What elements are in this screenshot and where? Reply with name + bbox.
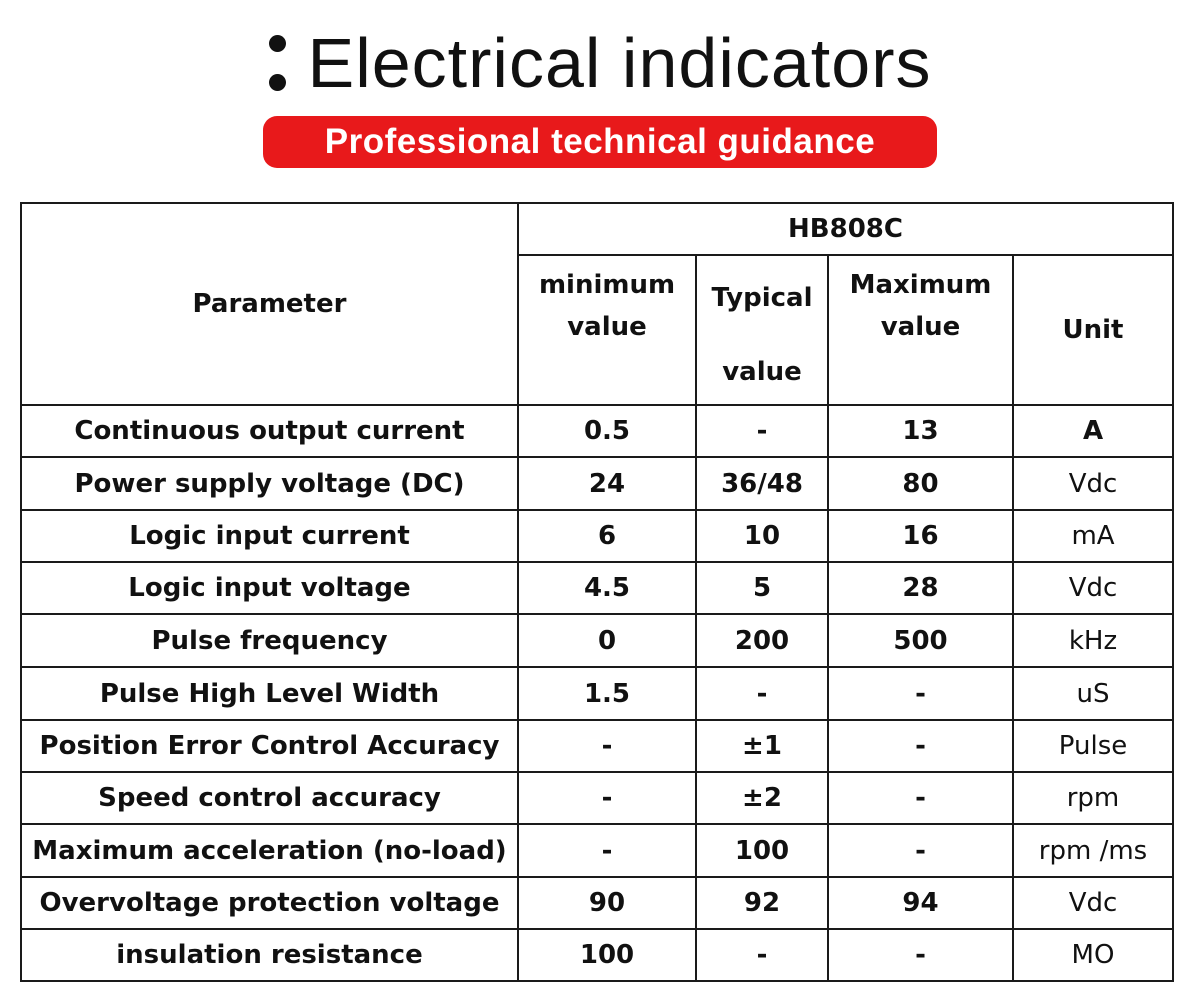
param-cell: Continuous output current: [20, 404, 519, 458]
typ-cell: -: [695, 666, 829, 721]
min-cell: 6: [517, 509, 697, 563]
max-cell: 13: [827, 404, 1014, 458]
table-row: Overvoltage protection voltage 90 92 94 Vdc: [20, 876, 1174, 930]
unit-cell: uS: [1012, 666, 1174, 721]
max-cell: 500: [827, 613, 1014, 668]
unit-header: Unit: [1012, 254, 1174, 406]
param-cell: Logic input current: [20, 509, 519, 563]
unit-cell: Vdc: [1012, 561, 1174, 615]
max-cell: -: [827, 823, 1014, 878]
min-cell: -: [517, 771, 697, 825]
minimum-value-header: minimum value: [517, 254, 697, 406]
param-cell: Maximum acceleration (no-load): [20, 823, 519, 878]
typ-cell: 10: [695, 509, 829, 563]
unit-cell: Pulse: [1012, 719, 1174, 773]
table-row: Continuous output current 0.5-13 A: [20, 404, 1174, 458]
typ-cell: ±1: [695, 719, 829, 773]
table-row: Logic input current 6 10 16 mA: [20, 509, 1174, 563]
table-subheader-row: minimum value Typical value Maximum valu…: [21, 254, 1174, 406]
min-cell: -: [517, 719, 697, 773]
min-cell: 0.5: [517, 404, 697, 458]
param-cell: Logic input voltage: [20, 561, 519, 615]
min-cell: 1.5: [517, 666, 697, 721]
unit-cell: Vdc: [1012, 876, 1174, 930]
min-cell: 4.5: [517, 561, 697, 615]
table-row: Position Error Control Accuracy - ±1- Pulse: [20, 719, 1174, 773]
max-cell: -: [827, 719, 1014, 773]
spec-table: Parameter HB808C minimum value Typical v…: [20, 202, 1174, 982]
table-row: Speed control accuracy - ±2- rpm: [20, 771, 1174, 825]
typical-value-header: Typical value: [695, 254, 829, 406]
typ-cell: 100: [695, 823, 829, 878]
typ-cell: -: [695, 928, 829, 982]
table-row: Pulse frequency 0 200 500 kHz: [20, 613, 1174, 668]
min-cell: -: [517, 823, 697, 878]
unit-cell: kHz: [1012, 613, 1174, 668]
min-cell: 90: [517, 876, 697, 930]
typ-cell: 36/48: [695, 456, 829, 511]
max-cell: 80: [827, 456, 1014, 511]
param-cell: Power supply voltage (DC): [20, 456, 519, 511]
maximum-value-header: Maximum value: [827, 254, 1014, 406]
unit-cell: rpm: [1012, 771, 1174, 825]
unit-cell: MO: [1012, 928, 1174, 982]
param-cell: Overvoltage protection voltage: [20, 876, 519, 930]
table-row: Logic input voltage 4.5 5 28 Vdc: [20, 561, 1174, 615]
param-cell: insulation resistance: [20, 928, 519, 982]
table-row: insulation resistance 100- - MO: [20, 928, 1174, 982]
param-cell: Pulse High Level Width: [20, 666, 519, 721]
table-row: Pulse High Level Width 1.5- - uS: [20, 666, 1174, 721]
max-cell: -: [827, 666, 1014, 721]
typ-cell: 200: [695, 613, 829, 668]
unit-cell: Vdc: [1012, 456, 1174, 511]
unit-cell: rpm /ms: [1012, 823, 1174, 878]
unit-cell: A: [1012, 404, 1174, 458]
typ-cell: -: [695, 404, 829, 458]
model-header: HB808C: [517, 202, 1174, 256]
subtitle-text: Professional technical guidance: [324, 122, 876, 161]
table-row: Maximum acceleration (no-load) -100- rpm /…: [20, 823, 1174, 878]
typ-cell: 5: [695, 561, 829, 615]
typ-cell: 92: [695, 876, 829, 930]
colon-bullet-icon: [268, 35, 286, 91]
param-cell: Position Error Control Accuracy: [20, 719, 519, 773]
max-cell: 16: [827, 509, 1014, 563]
table-row: Power supply voltage (DC) 24 36/48 80 Vdc: [20, 456, 1174, 511]
param-cell: Pulse frequency: [20, 613, 519, 668]
max-cell: -: [827, 928, 1014, 982]
min-cell: 0: [517, 613, 697, 668]
page-header: Electrical indicators: [0, 18, 1200, 108]
min-cell: 100: [517, 928, 697, 982]
max-cell: 28: [827, 561, 1014, 615]
unit-cell: mA: [1012, 509, 1174, 563]
parameter-header: Parameter: [20, 202, 519, 406]
page-title: Electrical indicators: [307, 24, 932, 102]
max-cell: -: [827, 771, 1014, 825]
subtitle-banner: Professional technical guidance: [263, 116, 937, 168]
param-cell: Speed control accuracy: [20, 771, 519, 825]
typ-cell: ±2: [695, 771, 829, 825]
min-cell: 24: [517, 456, 697, 511]
table-header-row: Parameter HB808C: [20, 202, 1174, 406]
max-cell: 94: [827, 876, 1014, 930]
